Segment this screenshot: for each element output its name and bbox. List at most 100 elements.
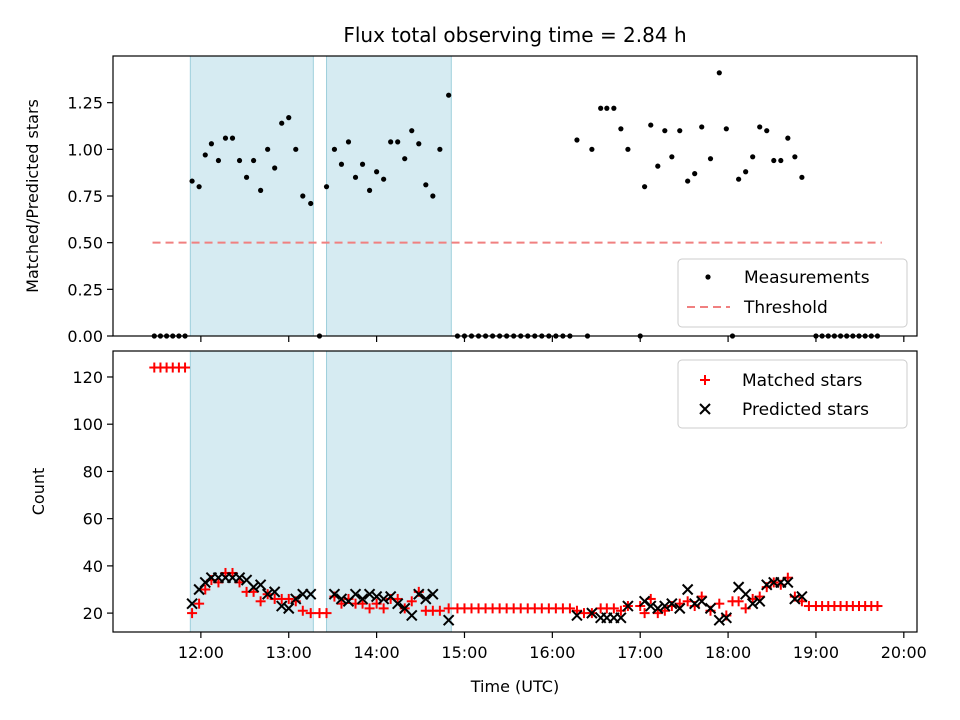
measurement-point — [642, 184, 648, 190]
y-tick-label: 40 — [83, 557, 103, 576]
measurement-point — [589, 146, 595, 152]
predicted-star-point — [356, 593, 369, 605]
predicted-star-point — [674, 602, 686, 615]
bottom-y-axis-label: Count — [29, 468, 48, 516]
predicted-star-point — [652, 602, 664, 615]
bottom-x-ticks: 12:00 13:00 14:00 15:00 16:00 17:00 18:00 19:00… — [178, 632, 927, 662]
x-tick-label: 15:00 — [441, 643, 487, 662]
measurement-point — [215, 157, 222, 164]
measurement-point — [308, 200, 314, 207]
predicted-star-point — [413, 588, 425, 600]
measurement-point — [785, 135, 791, 141]
bottom-y-ticks: 20 40 60 80 100 120 — [72, 368, 113, 623]
y-tick-label: 1.25 — [67, 94, 103, 113]
measurement-point — [778, 157, 784, 164]
top-shaded-intervals — [189, 55, 452, 337]
predicted-star-point — [349, 588, 362, 600]
predicted-star-point — [586, 607, 598, 619]
x-tick-label: 13:00 — [266, 643, 312, 662]
predicted-star-point — [645, 600, 657, 612]
measurement-point — [736, 176, 742, 182]
predicted-star-point — [615, 612, 627, 624]
measurement-point — [374, 169, 380, 175]
measurement-point — [692, 171, 698, 177]
measurement-point — [272, 165, 278, 171]
predicted-star-point — [739, 588, 752, 600]
matched-star-point — [714, 598, 725, 609]
matched-star-point — [872, 601, 883, 612]
measurement-point — [764, 128, 770, 134]
measurement-point — [258, 187, 264, 193]
predicted-star-point — [571, 609, 583, 622]
predicted-star-point — [290, 593, 302, 605]
matched-star-point — [200, 584, 211, 595]
legend-matched-label: Matched stars — [742, 371, 862, 391]
x-axis-label: Time (UTC) — [470, 677, 559, 696]
predicted-star-point — [696, 595, 708, 608]
measurement-point — [323, 184, 330, 190]
x-tick-label: 20:00 — [881, 643, 927, 662]
measurement-point — [677, 128, 683, 134]
measurement-point — [243, 174, 250, 180]
top-legend: Measurements Threshold — [677, 258, 908, 328]
measurements-series — [151, 70, 881, 339]
predicted-star-point — [268, 586, 281, 598]
legend-box — [677, 258, 908, 328]
measurement-point — [222, 135, 229, 141]
y-tick-label: 1.00 — [67, 140, 103, 159]
measurement-point — [437, 146, 443, 152]
predicted-star-point — [761, 579, 773, 591]
measurement-point — [366, 187, 373, 193]
predicted-star-point — [713, 614, 726, 626]
measurement-point — [331, 146, 338, 152]
measurement-point — [716, 70, 722, 76]
measurement-point — [648, 122, 654, 128]
measurement-point — [757, 124, 763, 130]
matched-star-point — [255, 596, 266, 607]
predicted-star-point — [754, 595, 766, 608]
measurement-point — [423, 182, 429, 188]
x-tick-label: 14:00 — [354, 643, 400, 662]
y-tick-label: 60 — [83, 510, 103, 529]
y-tick-label: 0.50 — [67, 234, 103, 253]
measurement-point — [792, 154, 798, 160]
predicted-star-point — [789, 593, 801, 605]
predicted-star-point — [659, 600, 671, 612]
bottom-plot-frame — [112, 350, 918, 633]
measurement-point — [430, 193, 436, 199]
matched-star-point — [321, 608, 332, 619]
predicted-star-point — [261, 588, 274, 600]
chart-title: Flux total observing time = 2.84 h — [343, 23, 686, 47]
shaded-interval-1 — [189, 55, 314, 337]
predicted-star-point — [276, 600, 288, 612]
legend-matched-marker — [700, 375, 710, 385]
x-tick-label: 17:00 — [617, 643, 663, 662]
matched-star-point — [564, 603, 575, 614]
shaded-interval-2 — [326, 350, 452, 633]
y-tick-label: 0.25 — [67, 280, 103, 299]
measurement-point — [236, 157, 243, 164]
bottom-shaded-intervals — [189, 350, 452, 633]
x-tick-label: 18:00 — [705, 643, 751, 662]
matched-star-point — [406, 596, 417, 607]
measurement-point — [750, 154, 756, 160]
top-panel: 0.00 0.25 0.50 0.75 1.00 1.25 Flux total obse… — [23, 23, 918, 346]
predicted-star-point — [406, 609, 418, 622]
measurement-point — [265, 146, 271, 152]
measurement-point — [409, 128, 415, 134]
legend-predicted-marker — [699, 403, 711, 415]
matched-star-point — [639, 608, 650, 619]
legend-box — [677, 359, 908, 429]
measurement-point — [655, 163, 661, 169]
legend-measurements-marker — [705, 274, 711, 280]
top-y-axis-label: Matched/Predicted stars — [23, 99, 42, 293]
x-tick-label: 12:00 — [178, 643, 224, 662]
predicted-star-point — [704, 602, 717, 615]
x-tick-label: 19:00 — [793, 643, 839, 662]
top-x-ticks — [200, 336, 905, 342]
predicted-star-point — [370, 590, 383, 603]
measurement-point — [250, 157, 257, 164]
measurement-point — [196, 184, 202, 190]
measurement-point — [229, 135, 236, 141]
